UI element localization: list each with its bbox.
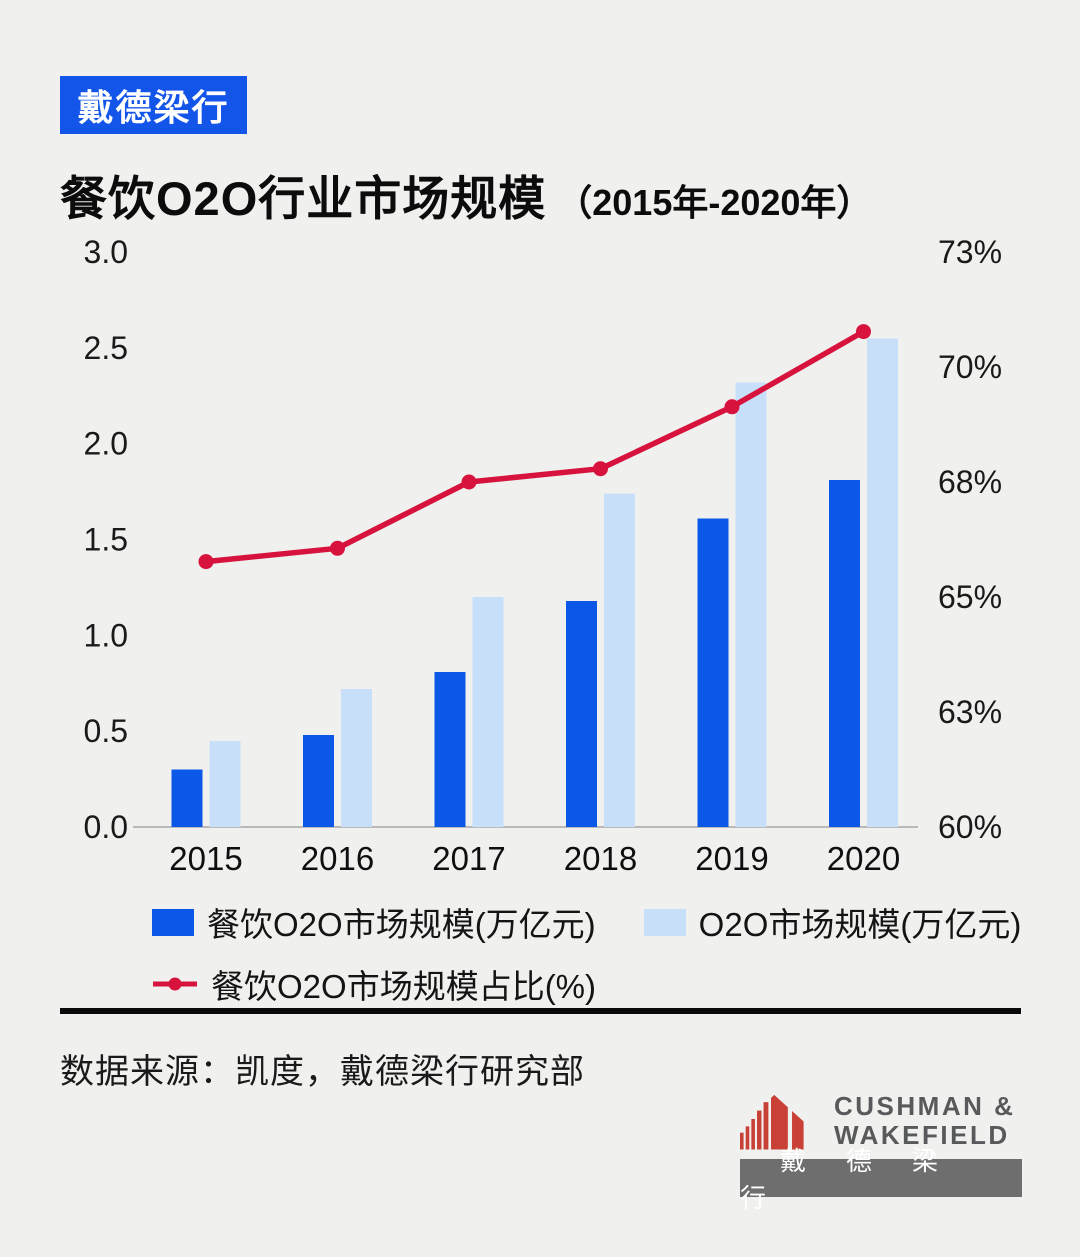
legend-line-marker-icon xyxy=(153,977,197,991)
bar-o2o-2020 xyxy=(867,338,898,827)
x-axis-category-label: 2015 xyxy=(169,840,242,877)
legend-item-catering-o2o: 餐饮O2O市场规模(万亿元) xyxy=(152,898,596,946)
left-axis-tick-label: 1.0 xyxy=(84,617,128,653)
left-axis-tick-label: 0.5 xyxy=(84,713,128,749)
bar-catering-o2o-2015 xyxy=(171,769,203,827)
x-axis-category-label: 2018 xyxy=(564,840,637,877)
building-skyline-icon xyxy=(740,1094,804,1150)
chart-area: 3.0 2.5 2.0 1.5 1.0 0.5 0.0 73% 70% 68% 65% 63% 60% 2… xyxy=(0,230,1080,890)
legend-swatch-light-blue xyxy=(643,908,686,936)
logo-top-row: CUSHMAN & WAKEFIELD xyxy=(740,1088,1022,1150)
brand-badge: 戴德梁行 xyxy=(60,76,247,134)
bar-o2o-2019 xyxy=(735,382,767,827)
logo-wordmark: CUSHMAN & WAKEFIELD xyxy=(834,1090,1016,1150)
page-title: 餐饮O2O行业市场规模 xyxy=(60,172,547,225)
share-line-point-2015 xyxy=(198,554,214,570)
bar-o2o-2018 xyxy=(604,493,635,827)
bar-catering-o2o-2018 xyxy=(566,600,597,827)
share-line-point-2017 xyxy=(461,474,477,490)
share-line-point-2018 xyxy=(593,461,608,477)
chart-legend: 餐饮O2O市场规模(万亿元) O2O市场规模(万亿元) 餐饮O2O市场规模占比(… xyxy=(152,898,1042,1022)
legend-swatch-dark-blue xyxy=(152,908,194,936)
bar-catering-o2o-2019 xyxy=(697,518,729,827)
logo-word-line2: WAKEFIELD xyxy=(834,1119,1010,1150)
brand-badge-label: 戴德梁行 xyxy=(77,87,230,128)
legend-label: 餐饮O2O市场规模(万亿元) xyxy=(207,906,596,943)
x-axis-category-label: 2017 xyxy=(432,840,505,877)
right-axis-tick-label: 68% xyxy=(938,464,1002,500)
legend-row-2: 餐饮O2O市场规模占比(%) xyxy=(152,960,1042,1008)
left-axis-tick-label: 3.0 xyxy=(84,234,128,270)
x-axis-category-label: 2020 xyxy=(827,840,900,877)
share-line xyxy=(203,328,867,565)
share-line-point-2016 xyxy=(330,540,345,556)
footer-divider xyxy=(60,1008,1021,1014)
x-axis-category-label: 2019 xyxy=(695,840,768,877)
logo-cjk-label: 戴德梁行 xyxy=(740,1146,979,1213)
bar-o2o-2016 xyxy=(341,689,372,827)
right-axis-tick-label: 73% xyxy=(938,234,1002,270)
chart-title-row: 餐饮O2O行业市场规模 （2015年-2020年） xyxy=(60,160,1040,229)
right-axis-tick-label: 60% xyxy=(938,809,1002,845)
legend-label: 餐饮O2O市场规模占比(%) xyxy=(211,968,597,1005)
share-line-point-2020 xyxy=(856,324,871,340)
legend-label: O2O市场规模(万亿元) xyxy=(698,906,1022,943)
right-axis-tick-label: 65% xyxy=(938,579,1002,615)
cushman-wakefield-logo: CUSHMAN & WAKEFIELD 戴德梁行 xyxy=(740,1088,1022,1213)
bar-catering-o2o-2017 xyxy=(434,671,466,827)
right-axis-tick-label: 63% xyxy=(938,694,1002,730)
bar-catering-o2o-2016 xyxy=(303,735,334,827)
logo-word-line1: CUSHMAN & xyxy=(834,1090,1016,1121)
right-axis-tick-label: 70% xyxy=(938,349,1002,385)
legend-row-1: 餐饮O2O市场规模(万亿元) O2O市场规模(万亿元) xyxy=(152,898,1042,946)
left-axis-tick-label: 2.0 xyxy=(84,426,128,462)
x-axis-category-label: 2016 xyxy=(301,840,374,877)
page-subtitle: （2015年-2020年） xyxy=(556,182,873,223)
left-axis-tick-label: 1.5 xyxy=(84,522,128,558)
bar-o2o-2017 xyxy=(472,597,504,827)
legend-item-share-line: 餐饮O2O市场规模占比(%) xyxy=(152,960,596,1008)
share-line-point-2019 xyxy=(724,399,740,415)
data-source-note: 数据来源：凯度，戴德梁行研究部 xyxy=(60,1053,585,1091)
bar-o2o-2015 xyxy=(209,740,241,827)
logo-cjk-bar: 戴德梁行 xyxy=(740,1146,1022,1213)
left-axis-tick-label: 0.0 xyxy=(84,809,128,845)
left-axis-tick-label: 2.5 xyxy=(84,330,128,366)
bar-catering-o2o-2020 xyxy=(829,480,860,827)
legend-item-o2o: O2O市场规模(万亿元) xyxy=(643,898,1022,946)
chart-canvas: 3.0 2.5 2.0 1.5 1.0 0.5 0.0 73% 70% 68% 65% 63% 60% 2… xyxy=(84,234,1003,877)
